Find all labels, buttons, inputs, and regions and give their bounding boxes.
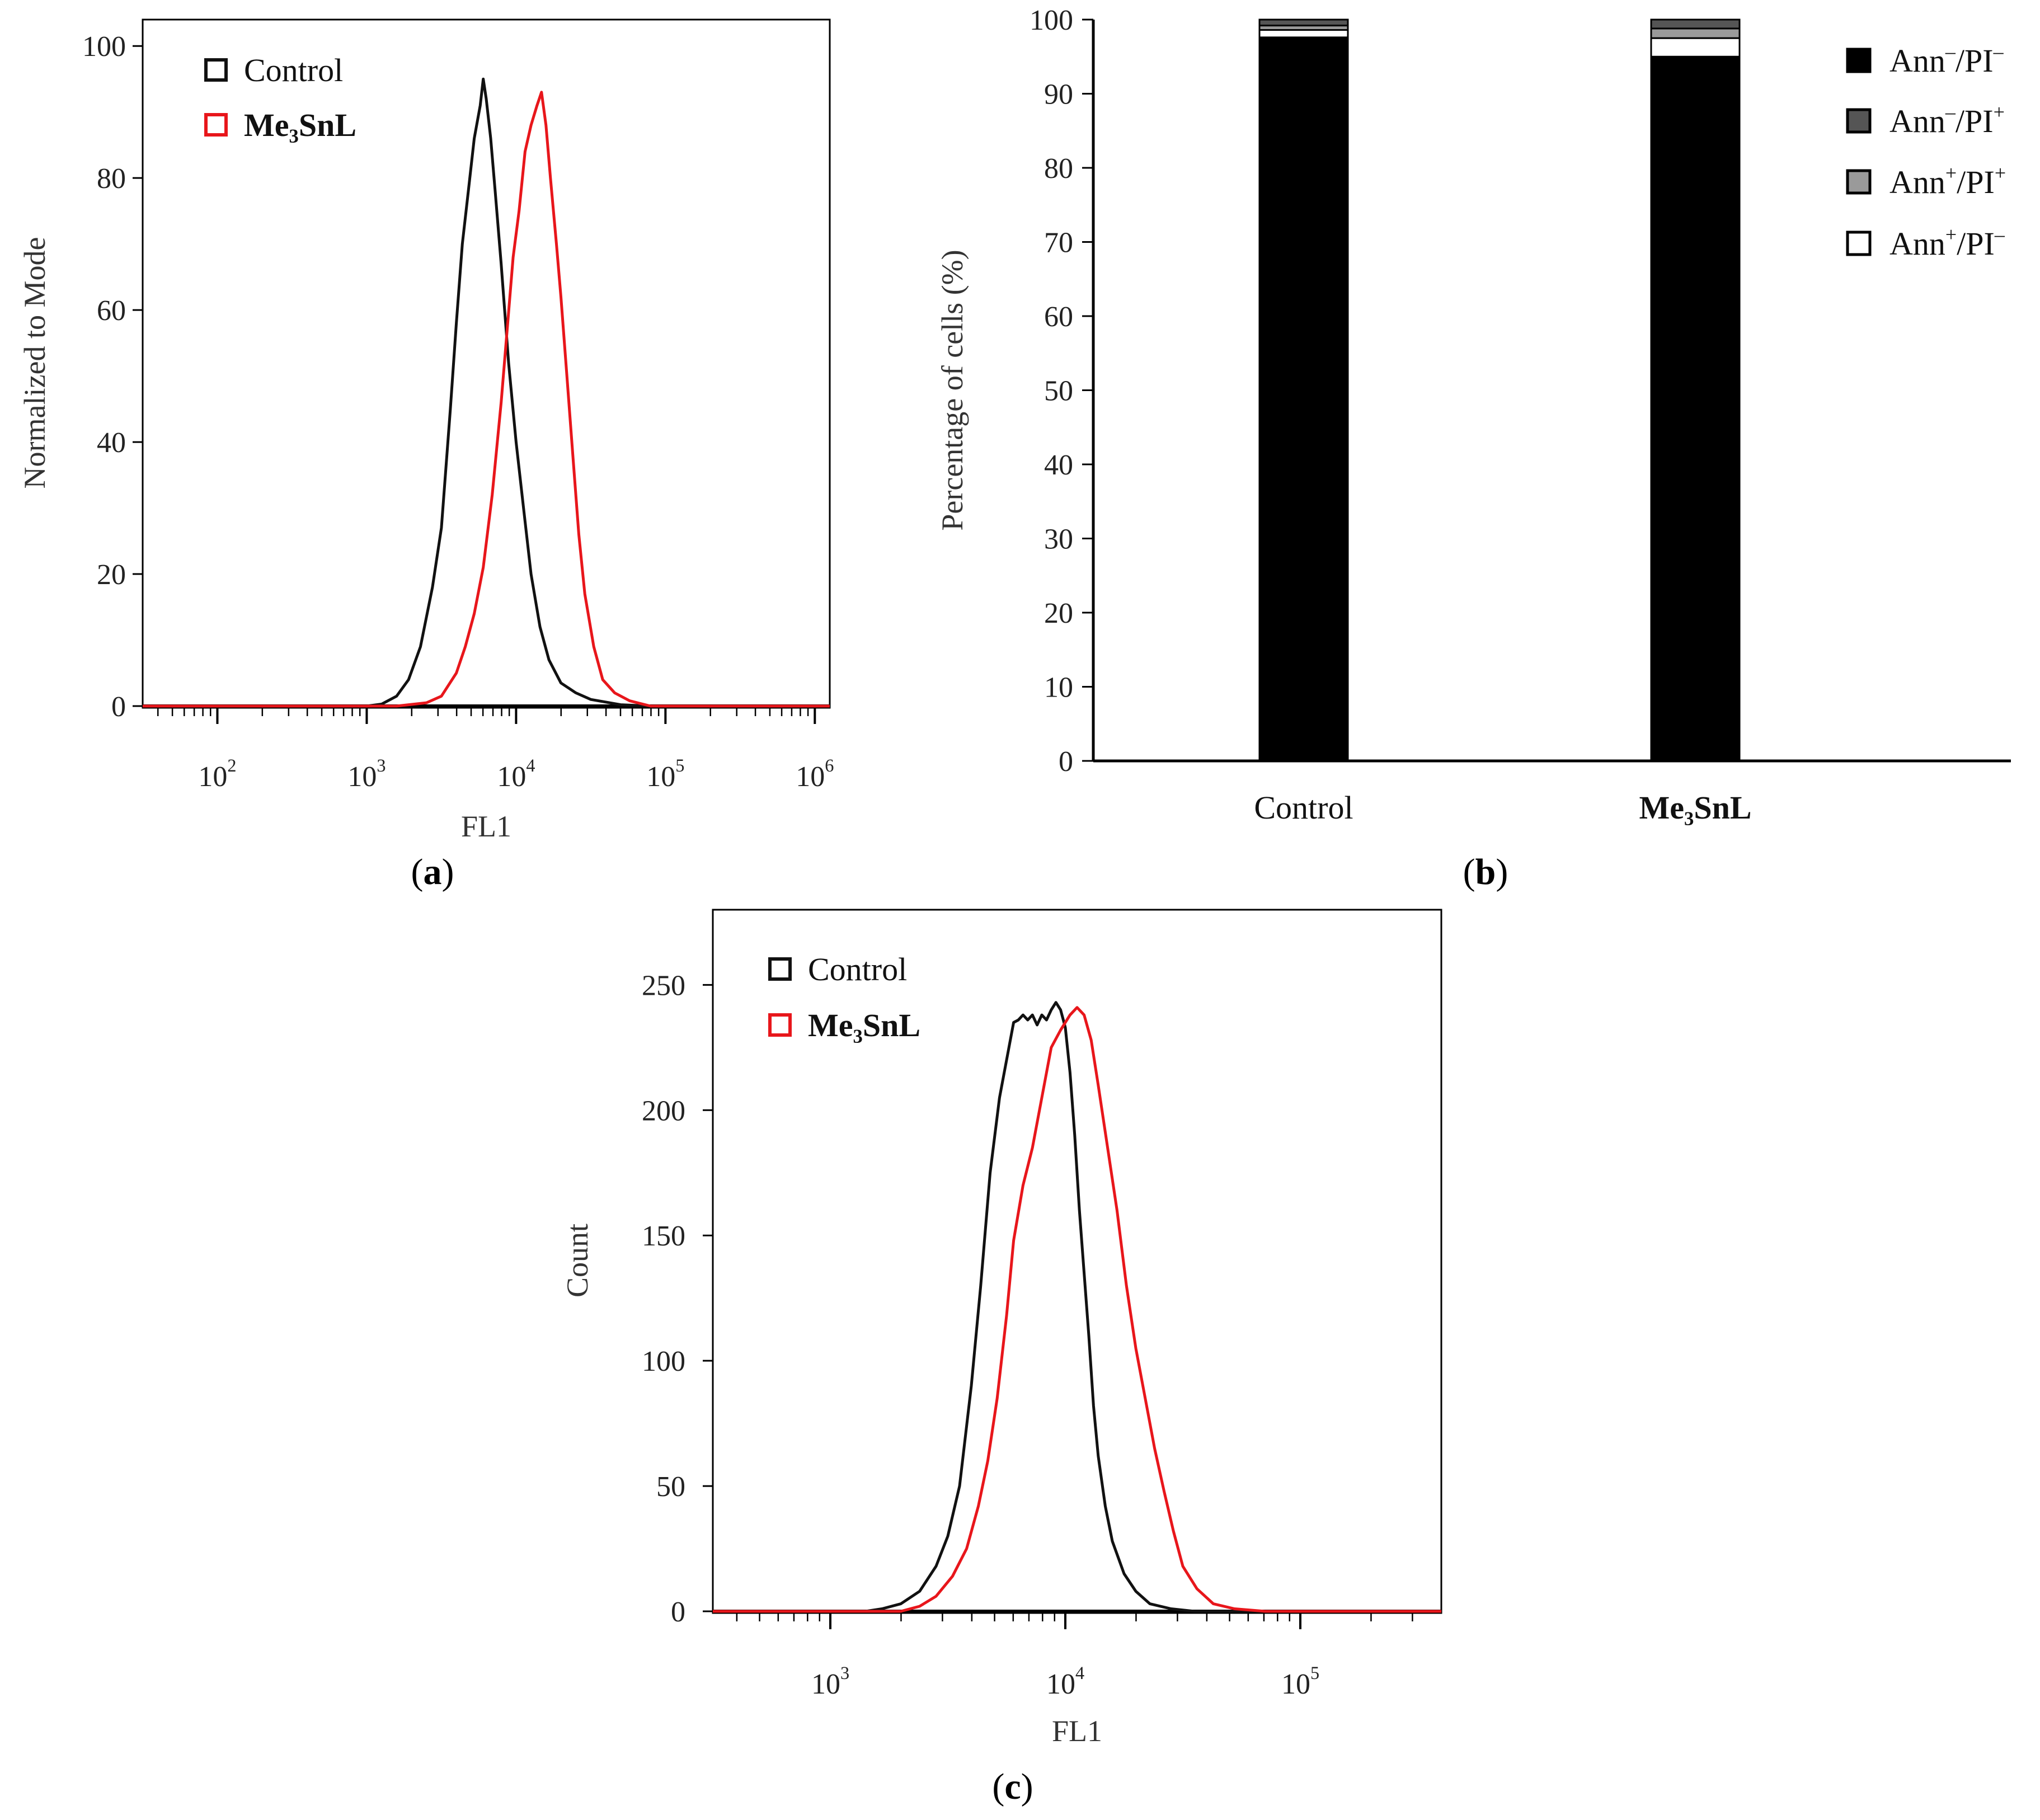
y-tick-label: 150 [642,1220,685,1252]
y-tick-label: 100 [1030,4,1073,36]
x-tick-label: 104 [497,755,535,793]
y-tick-label: 30 [1044,524,1073,556]
y-tick-label: 90 [1044,79,1073,111]
series-line-control [143,77,830,708]
legend-swatch [1846,108,1872,134]
legend-label: Me₃SnL [244,107,356,143]
bar-segment-control [1258,36,1349,762]
y-tick-label: 80 [1044,153,1073,185]
legend-label: Me₃SnL [808,1007,920,1043]
legend-swatch [768,957,792,981]
legend-label: Ann+/PI+ [1889,162,2006,200]
y-tick-label: 0 [111,691,126,723]
panel-b: 0 10 20 30 40 50 60 70 80 90 100 Percentage of cell… [936,4,2011,892]
x-tick-label: 102 [198,755,236,793]
y-tick-label: 250 [642,970,685,1001]
legend-swatch [204,58,228,82]
y-tick-label: 0 [1059,746,1073,778]
legend-swatch [768,1013,792,1037]
legend-label: Ann–/PI– [1889,40,2004,79]
y-axis-label: Count [561,1224,594,1297]
legend-label: Ann–/PI+ [1889,101,2005,139]
y-tick-label: 60 [1044,301,1073,333]
bar-segment-me-snl [1650,55,1741,762]
y-tick-label: 50 [1044,375,1073,407]
y-tick-label: 50 [656,1471,685,1503]
legend-swatch [204,113,228,137]
bar-segment-control [1258,18,1349,27]
legend-label: Ann+/PI– [1889,223,2005,262]
x-tick-label: 104 [1046,1663,1084,1700]
y-tick-label: 200 [642,1095,685,1127]
y-tick-label: 80 [97,163,126,195]
category-label: Control [1254,789,1353,826]
x-tick-label: 106 [796,755,834,793]
panel-label: (b) [1463,852,1508,892]
y-tick-label: 20 [97,559,126,591]
y-tick-label: 0 [671,1596,685,1628]
panel-label: (a) [411,852,454,892]
series-line-me-snl [143,91,830,708]
x-tick-label: 105 [646,755,684,793]
y-tick-label: 40 [97,427,126,459]
legend-swatch [1846,231,1872,256]
legend-label: Control [244,52,343,88]
y-tick-label: 100 [642,1346,685,1377]
panel-a: 0 20 40 60 80 100 102 103 104 105 106 FL1 Normalized… [18,18,834,892]
y-tick-label: 20 [1044,598,1073,629]
x-tick-label: 103 [347,755,386,793]
series-line-me-snl [713,1006,1441,1613]
y-tick-label: 10 [1044,672,1073,704]
y-tick-label: 70 [1044,227,1073,259]
bar-segment-control [1258,29,1349,39]
x-axis-label: FL1 [1052,1714,1102,1748]
legend-swatch [1846,48,1872,73]
y-tick-label: 40 [1044,449,1073,481]
legend-swatch [1846,169,1872,195]
panel-c: 0 50 100 150 200 250 103 104 105 FL1 Count Control M… [561,909,1442,1807]
series-line-control [713,1001,1441,1613]
panel-label: (c) [992,1766,1033,1807]
category-label: Me₃SnL [1639,789,1751,826]
x-tick-label: 103 [811,1663,849,1700]
x-axis-label: FL1 [461,810,511,843]
y-tick-label: 60 [97,295,126,327]
x-tick-label: 105 [1281,1663,1319,1700]
legend-label: Control [808,951,907,987]
bar-segment-me-snl [1650,18,1741,30]
y-axis-label: Percentage of cells (%) [936,250,969,530]
bar-segment-me-snl [1650,27,1741,39]
y-axis-label: Normalized to Mode [18,237,51,489]
y-tick-label: 100 [82,31,126,63]
bar-segment-me-snl [1650,37,1741,58]
